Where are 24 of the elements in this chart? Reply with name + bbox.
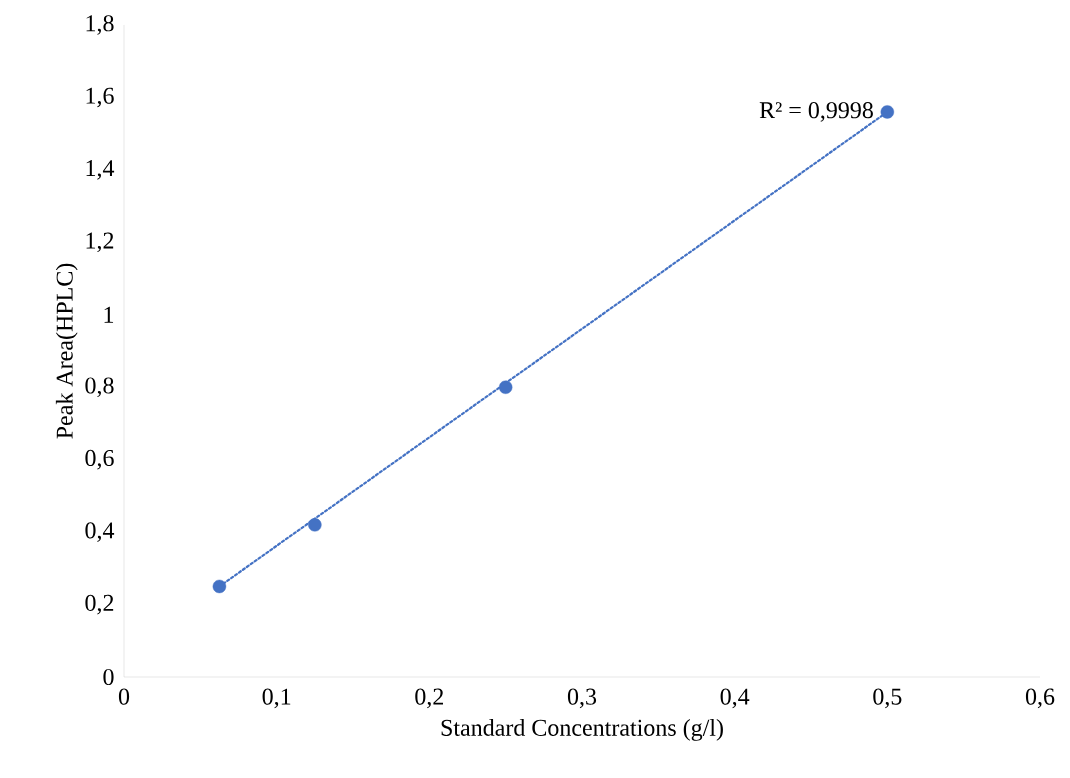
y-tick-label: 0,6: [85, 449, 114, 470]
x-tick-label: 0,2: [415, 688, 444, 709]
point: [498, 380, 513, 394]
annotation: R² = 0,9998: [759, 102, 873, 122]
x-tick-label: 0: [118, 688, 130, 705]
y-tick-label: 0,2: [85, 594, 114, 615]
y-tick-label: 1: [104, 306, 114, 323]
y-tick-label: 1,8: [86, 15, 114, 35]
x-tick-label: 0,4: [720, 688, 750, 709]
y-tick-label: 0: [103, 668, 114, 686]
y-tick-label: 1,2: [86, 232, 114, 253]
x-axis-title: Standard Concentrations (g/l): [441, 719, 723, 741]
y-tick-label: 0,8: [85, 377, 114, 398]
y-tick-label: 1,4: [86, 160, 115, 180]
point: [212, 579, 227, 594]
x-tick-label: 0,5: [873, 688, 902, 709]
x-tick-label: 0,3: [567, 688, 597, 709]
x-tick-label: 0,6: [1025, 688, 1055, 709]
x-tick-label: 0,1: [262, 688, 291, 709]
point: [308, 518, 322, 532]
point: [880, 105, 895, 119]
y-tick-label: 0,4: [85, 522, 115, 542]
y-tick-label: 1,6: [86, 87, 114, 108]
y-axis-title: Peak Area(HPLC): [55, 263, 78, 439]
